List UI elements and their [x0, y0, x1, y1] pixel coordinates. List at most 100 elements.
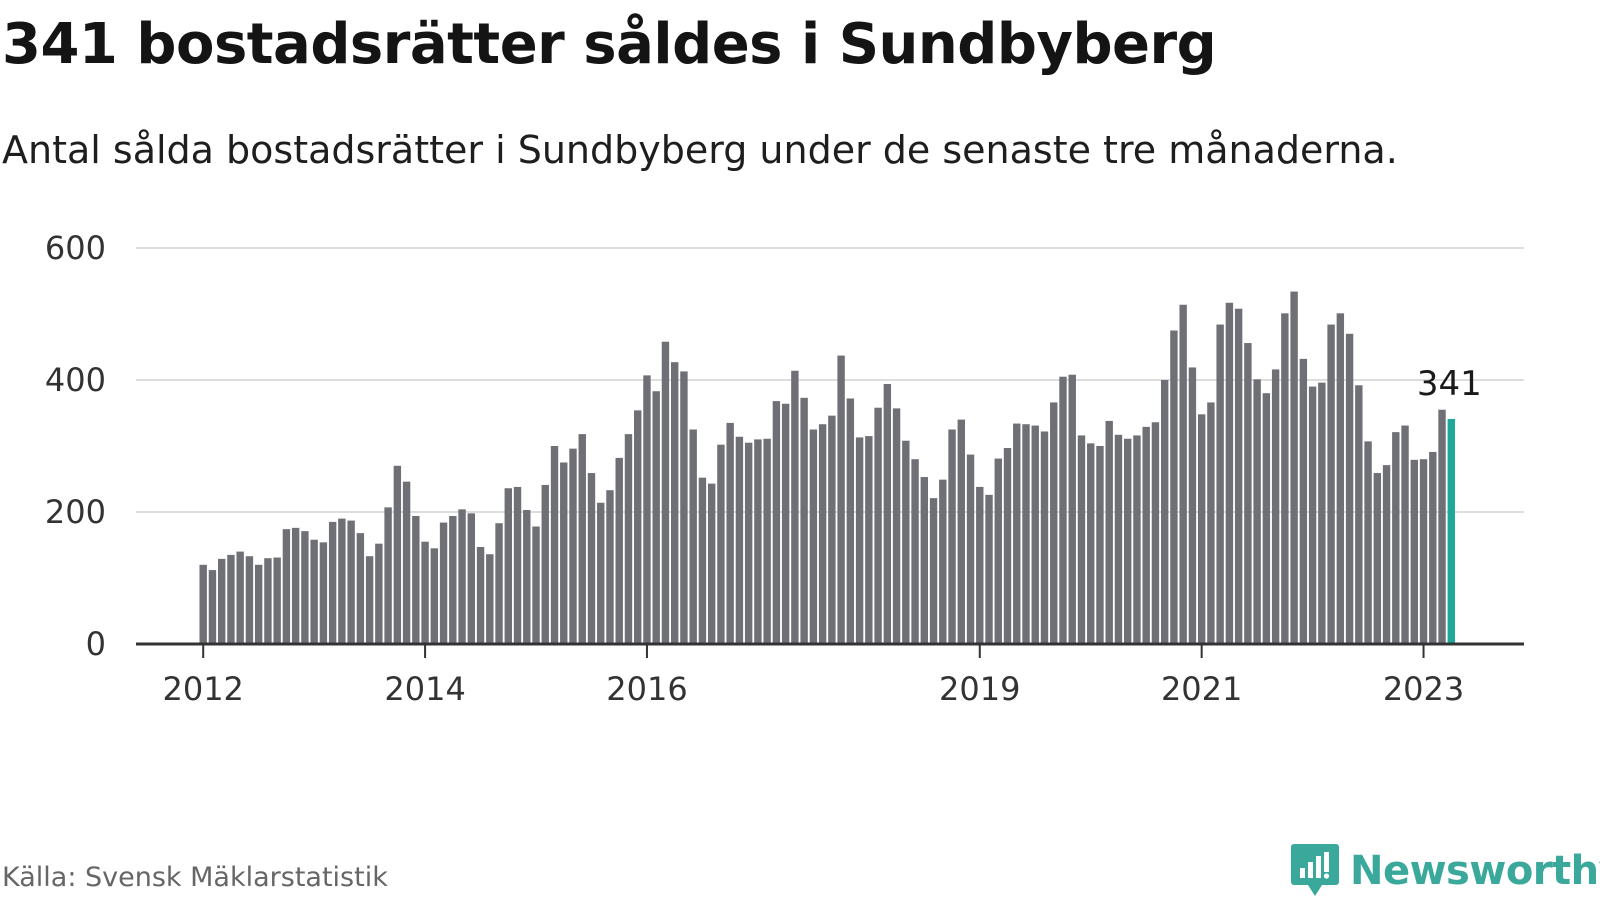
bar [929, 498, 938, 644]
labels: 0 200 400 600 2012 2014 2016 2019 2021 2023 341 [45, 229, 1482, 708]
bar [957, 419, 965, 644]
bar [865, 436, 873, 644]
bar [1299, 358, 1308, 644]
bar [1160, 380, 1169, 644]
y-tick-label: 600 [45, 229, 106, 267]
bar [1262, 393, 1271, 644]
bar [504, 488, 512, 644]
brand-name: Newsworthy [1350, 848, 1600, 894]
bar [1327, 324, 1335, 644]
y-tick-label: 200 [45, 493, 106, 531]
bar [781, 403, 790, 644]
bar [1031, 425, 1039, 644]
x-tick-label: 2021 [1161, 670, 1242, 708]
bar [1355, 385, 1363, 644]
chart-title: 341 bostadsrätter såldes i Sundbyberg [2, 12, 1217, 77]
bar [698, 477, 707, 644]
bar [855, 437, 864, 644]
bar [717, 444, 725, 644]
bar [1188, 367, 1197, 644]
bar [1234, 308, 1243, 644]
bar [1401, 425, 1409, 644]
bar [523, 510, 531, 644]
bar [883, 383, 892, 644]
axes [136, 642, 1524, 658]
bar [1392, 432, 1400, 644]
bar [828, 415, 836, 644]
bar [301, 531, 309, 644]
bar [902, 440, 910, 644]
bar [495, 523, 503, 644]
bar [1438, 409, 1446, 644]
bar [1253, 379, 1261, 644]
bar [1336, 313, 1345, 644]
bar [347, 520, 355, 644]
bar [1382, 465, 1391, 644]
x-tick-label: 2012 [162, 670, 243, 708]
bar [476, 546, 485, 644]
chart-subtitle: Antal sålda bostadsrätter i Sundbyberg u… [2, 128, 1398, 172]
bar [1077, 435, 1086, 644]
bar [319, 542, 328, 644]
bar [680, 371, 688, 644]
bar [1410, 459, 1418, 644]
bar [291, 527, 300, 644]
bar [1170, 330, 1178, 644]
bar [264, 558, 272, 644]
bar [763, 438, 771, 644]
bar [1105, 420, 1113, 644]
bar [1373, 473, 1382, 644]
bar [1345, 333, 1354, 644]
bar [227, 554, 235, 644]
bar [634, 410, 642, 644]
bar [578, 434, 586, 644]
bar [624, 434, 633, 644]
bar [1124, 438, 1132, 644]
source-note: Källa: Svensk Mäklarstatistik [2, 862, 388, 893]
bar [393, 465, 402, 644]
bar [735, 436, 744, 644]
bar [939, 479, 947, 644]
bar [1429, 451, 1437, 644]
bar [1059, 376, 1067, 644]
bar [1364, 441, 1372, 644]
bar [874, 407, 882, 644]
bar [800, 397, 808, 644]
bar [1096, 446, 1104, 644]
bar [236, 551, 244, 644]
bar [587, 473, 596, 644]
bar [1225, 302, 1234, 644]
bar [1216, 324, 1224, 644]
bar [513, 486, 522, 644]
bar [966, 454, 975, 644]
bar [421, 541, 429, 644]
bar [707, 483, 716, 644]
bar [615, 457, 623, 644]
bar [1271, 369, 1280, 644]
bar [338, 518, 346, 644]
bar [818, 424, 827, 644]
bar [1244, 343, 1252, 644]
bar [412, 515, 420, 644]
bar [1013, 423, 1021, 644]
bar [1290, 291, 1298, 644]
y-tick-label: 0 [86, 625, 106, 663]
bar [892, 408, 901, 644]
bar [652, 391, 660, 644]
bar [1133, 435, 1141, 644]
bar [208, 570, 217, 644]
bar [458, 509, 466, 644]
bar [920, 477, 929, 644]
bar [1179, 304, 1187, 644]
x-tick-label: 2019 [939, 670, 1020, 708]
x-tick-label: 2014 [384, 670, 465, 708]
bar [430, 548, 439, 644]
bars [199, 291, 1455, 644]
x-tick-label: 2023 [1383, 670, 1464, 708]
bar [726, 422, 734, 644]
newsworthy-logo: Newsworthy [1290, 842, 1600, 900]
bar [1068, 374, 1076, 644]
bar [754, 439, 762, 644]
bar [597, 502, 605, 644]
bar [1142, 426, 1150, 644]
